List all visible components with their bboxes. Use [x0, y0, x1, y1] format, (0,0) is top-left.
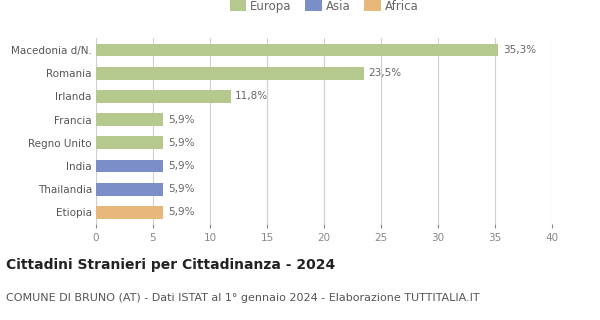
- Text: 11,8%: 11,8%: [235, 92, 268, 101]
- Text: 35,3%: 35,3%: [503, 45, 536, 55]
- Text: 5,9%: 5,9%: [168, 138, 194, 148]
- Bar: [96, 206, 163, 219]
- Bar: [96, 183, 163, 196]
- Text: 5,9%: 5,9%: [168, 207, 194, 217]
- Bar: [96, 113, 163, 126]
- Bar: [96, 160, 163, 172]
- Bar: [96, 67, 364, 80]
- Text: 23,5%: 23,5%: [368, 68, 401, 78]
- Text: COMUNE DI BRUNO (AT) - Dati ISTAT al 1° gennaio 2024 - Elaborazione TUTTITALIA.I: COMUNE DI BRUNO (AT) - Dati ISTAT al 1° …: [6, 293, 479, 303]
- Bar: [96, 136, 163, 149]
- Bar: [96, 44, 499, 56]
- Legend: Europa, Asia, Africa: Europa, Asia, Africa: [225, 0, 423, 18]
- Text: 5,9%: 5,9%: [168, 184, 194, 194]
- Text: 5,9%: 5,9%: [168, 161, 194, 171]
- Text: Cittadini Stranieri per Cittadinanza - 2024: Cittadini Stranieri per Cittadinanza - 2…: [6, 258, 335, 272]
- Text: 5,9%: 5,9%: [168, 115, 194, 124]
- Bar: [96, 90, 230, 103]
